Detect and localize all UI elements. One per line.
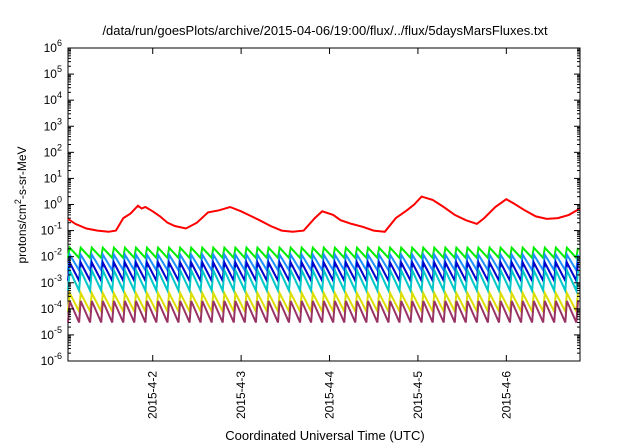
series-line-1 bbox=[67, 195, 581, 233]
y-tick-label: 102 bbox=[44, 142, 62, 159]
y-tick-label: 103 bbox=[44, 116, 62, 133]
x-tick-label: 2015-4-3 bbox=[234, 371, 248, 419]
y-tick-label: 100 bbox=[44, 195, 62, 212]
y-tick-label: 105 bbox=[44, 64, 62, 81]
x-tick-label: 2015-4-4 bbox=[323, 371, 337, 419]
x-tick-label: 2015-4-2 bbox=[146, 371, 160, 419]
chart-title: /data/run/goesPlots/archive/2015-04-06/1… bbox=[102, 23, 548, 38]
y-tick-label: 10-4 bbox=[41, 299, 62, 316]
plot-border bbox=[67, 47, 581, 362]
series-line-5 bbox=[67, 266, 579, 295]
series-layer bbox=[67, 195, 581, 323]
x-axis-label: Coordinated Universal Time (UTC) bbox=[225, 428, 424, 443]
y-tick-label: 10-3 bbox=[41, 273, 62, 290]
x-tick-label: 2015-4-5 bbox=[411, 371, 425, 419]
y-axis-label-rest: -s-sr-MeV bbox=[15, 146, 29, 199]
y-tick-label: 106 bbox=[44, 38, 62, 55]
plot-area bbox=[67, 47, 581, 362]
y-tick-label: 10-6 bbox=[41, 351, 62, 368]
y-axis: 10-6 10-5 10-4 10-3 10-2 10-1 100 101 102 103 104 1… bbox=[41, 38, 580, 368]
y-tick-label: 10-2 bbox=[41, 247, 62, 264]
y-axis-label-sup: 2 bbox=[13, 199, 23, 204]
x-tick-label: 2015-4-6 bbox=[499, 371, 513, 419]
x-axis: 2015-4-2 2015-4-3 2015-4-4 2015-4-5 2015-4-6 bbox=[146, 48, 513, 419]
y-tick-label: 101 bbox=[44, 168, 62, 185]
y-tick-label: 104 bbox=[44, 90, 62, 107]
y-tick-label: 10-1 bbox=[41, 221, 62, 238]
y-axis-label: protons/cm2-s-sr-MeV bbox=[13, 146, 29, 263]
y-axis-label-base: protons/cm bbox=[15, 204, 29, 263]
y-tick-label: 10-5 bbox=[41, 325, 62, 342]
series-line-7 bbox=[67, 300, 579, 323]
